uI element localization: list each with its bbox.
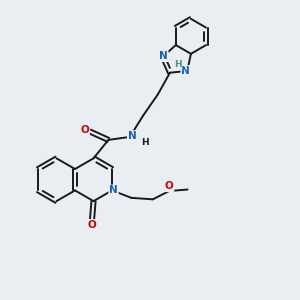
Text: O: O	[80, 125, 89, 135]
Text: N: N	[182, 66, 190, 76]
Text: H: H	[174, 61, 182, 70]
Text: O: O	[88, 220, 96, 230]
Text: O: O	[165, 181, 173, 191]
Text: N: N	[128, 131, 136, 141]
Text: N: N	[159, 51, 168, 61]
Text: N: N	[109, 185, 118, 195]
Text: H: H	[141, 138, 149, 147]
